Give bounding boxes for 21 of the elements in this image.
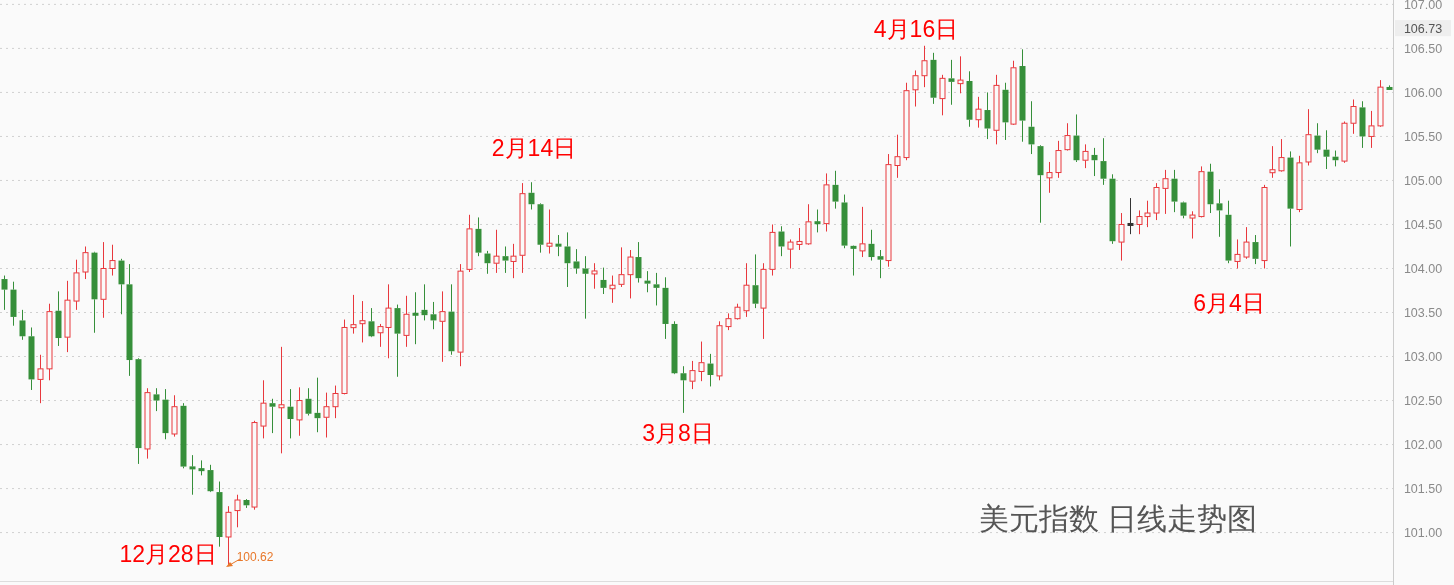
- annotation: 3月8日: [642, 420, 714, 446]
- text: 美元指数 日线走势图: [978, 502, 1258, 535]
- y-tick-label: 104.00: [1403, 261, 1443, 276]
- y-tick-label: 106.73: [1403, 21, 1443, 36]
- y-tick-label: 106.00: [1403, 85, 1443, 100]
- y-tick-label: 104.50: [1403, 217, 1443, 232]
- y-tick-label: 101.50: [1403, 482, 1443, 497]
- y-tick-label: 102.50: [1403, 394, 1443, 409]
- annotation: 6月4日: [1193, 290, 1265, 316]
- y-tick-label: 103.00: [1403, 350, 1443, 365]
- annotation: 100.62: [236, 550, 274, 564]
- annotation: 4月16日: [873, 16, 959, 42]
- y-tick-label: 105.50: [1403, 129, 1443, 144]
- y-tick-label: 101.00: [1403, 526, 1443, 541]
- y-tick-label: 103.50: [1403, 306, 1443, 321]
- y-tick-label: 106.50: [1403, 41, 1443, 56]
- annotation: 2月14日: [491, 135, 577, 161]
- y-tick-label: 102.00: [1403, 438, 1443, 453]
- y-tick-label: 107.00: [1403, 0, 1443, 12]
- annotation: 12月28日: [119, 541, 217, 567]
- y-tick-label: 105.00: [1403, 173, 1443, 188]
